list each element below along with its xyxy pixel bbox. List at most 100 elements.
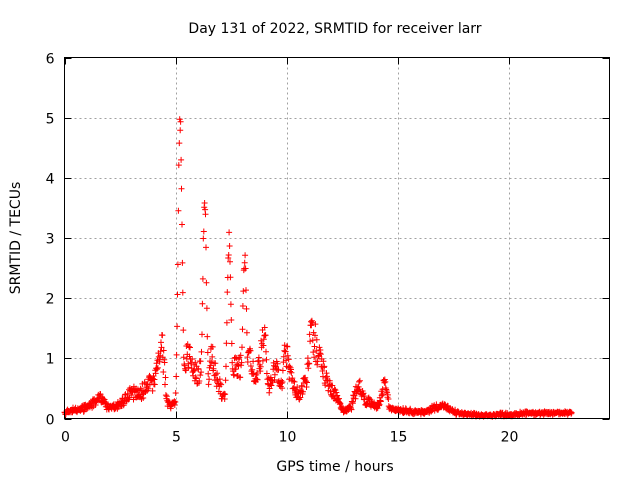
y-tick-label: 3 [46,232,55,248]
data-point [237,374,244,381]
data-point [289,375,296,382]
data-point [224,289,231,296]
data-point [244,359,251,365]
data-point [261,324,268,331]
data-point [199,300,206,307]
y-tick-label: 0 [46,413,55,429]
data-point [313,336,320,343]
data-point [320,358,327,365]
data-point [160,347,167,354]
data-point [568,409,575,416]
data-point [176,140,183,147]
data-point [250,370,257,377]
data-point [179,289,186,296]
data-point [189,356,196,362]
data-point [223,363,229,370]
data-point [296,387,303,394]
data-point [242,252,249,259]
data-point [239,303,246,309]
data-point [319,368,326,374]
data-point [212,360,219,367]
data-point [263,356,270,363]
data-point [382,378,389,385]
data-point [240,288,247,295]
data-point [172,390,179,396]
data-point [377,398,384,405]
data-point [284,343,291,350]
data-point [153,360,160,367]
data-point [179,259,186,266]
data-point [243,329,250,336]
data-point [348,406,355,413]
data-point [229,359,236,366]
data-point [178,156,185,163]
data-point [300,388,306,395]
data-point [227,274,234,281]
data-point [205,381,212,388]
data-point [81,408,88,415]
x-tick-label: 20 [501,430,519,446]
data-point [159,332,166,339]
data-point [313,347,320,354]
data-point [280,353,287,360]
data-point [312,332,318,339]
data-point [190,368,197,374]
data-point [204,333,211,340]
data-point [222,391,229,398]
data-point [207,362,214,369]
y-tick-label: 4 [46,172,55,188]
data-point [360,390,367,397]
data-point [263,348,269,355]
data-point [263,370,270,377]
data-point [173,351,180,358]
data-point [376,401,383,408]
data-point [352,395,359,402]
data-point [154,366,160,373]
data-point [218,381,225,388]
data-point [177,118,184,125]
data-point [214,370,221,377]
data-point [317,351,324,358]
data-point [281,347,288,354]
data-point [173,373,180,380]
data-point [228,340,235,347]
data-point [254,376,261,383]
data-point [162,381,168,388]
data-point [151,381,158,388]
data-point [255,354,262,361]
data-point [161,359,168,366]
data-point [209,353,216,360]
y-axis-title: SRMTID / TECUs [8,182,24,295]
data-point [196,378,203,384]
data-point [198,369,205,376]
data-point [226,229,233,236]
data-point [361,393,368,400]
data-point [177,127,184,134]
data-point [199,275,206,282]
data-point [254,370,261,376]
data-point [197,358,204,365]
data-point [310,349,317,356]
data-point [247,347,254,354]
data-point [186,343,193,350]
data-point [294,384,301,391]
data-point [217,380,224,387]
data-point [185,364,192,371]
chart-title: Day 131 of 2022, SRMTID for receiver lar… [188,21,481,37]
data-point [183,367,189,374]
data-point [321,363,328,370]
data-point [174,323,181,330]
data-point [160,369,167,375]
data-point [312,321,319,328]
data-point [134,386,141,393]
data-point [306,360,313,367]
data-point [349,400,356,407]
data-point [180,327,187,334]
data-point [262,332,269,339]
data-point [385,396,392,402]
y-tick-label: 6 [46,52,55,68]
data-point [333,389,340,396]
data-point [124,390,131,397]
data-point [205,370,212,377]
data-point [223,319,230,326]
